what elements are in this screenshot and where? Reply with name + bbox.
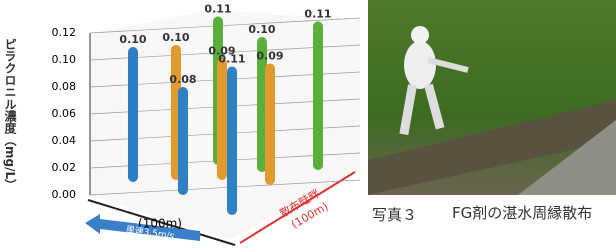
bar [265, 64, 275, 186]
value-label: 0.11 [204, 3, 231, 16]
y-tick-label: 0.02 [52, 161, 77, 174]
value-label: 0.10 [248, 23, 275, 36]
y-axis-label: ピラクロニル濃度（mg/L） [2, 38, 19, 191]
value-label: 0.08 [169, 73, 196, 86]
value-label: 0.11 [304, 8, 331, 21]
photo [368, 0, 616, 195]
page: (100m) 散布畦畔 (100m) 風速3.5m/s 0.000.020.04… [0, 0, 616, 251]
bar [217, 59, 227, 181]
y-tick-label: 0.00 [52, 188, 77, 201]
y-tick-label: 0.06 [52, 107, 77, 120]
y-tick-label: 0.10 [52, 53, 77, 66]
photo-caption: FG剤の湛水周縁散布 [452, 204, 612, 223]
value-label: 0.09 [256, 50, 283, 63]
y-tick-label: 0.12 [52, 26, 77, 39]
value-label: 0.10 [162, 31, 189, 44]
bar [178, 87, 188, 195]
chart: (100m) 散布畦畔 (100m) 風速3.5m/s 0.000.020.04… [0, 0, 370, 251]
bar [128, 47, 138, 182]
y-tick-label: 0.08 [52, 80, 77, 93]
bar [313, 22, 323, 171]
photo-label: 写真３ [372, 204, 417, 225]
value-label: 0.11 [218, 53, 245, 66]
value-label: 0.10 [119, 33, 146, 46]
bar [227, 67, 237, 216]
y-tick-label: 0.04 [52, 134, 77, 147]
